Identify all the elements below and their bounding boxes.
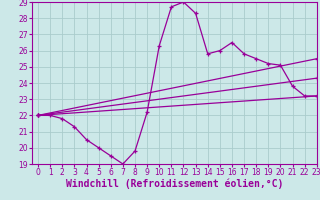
X-axis label: Windchill (Refroidissement éolien,°C): Windchill (Refroidissement éolien,°C) [66,179,283,189]
